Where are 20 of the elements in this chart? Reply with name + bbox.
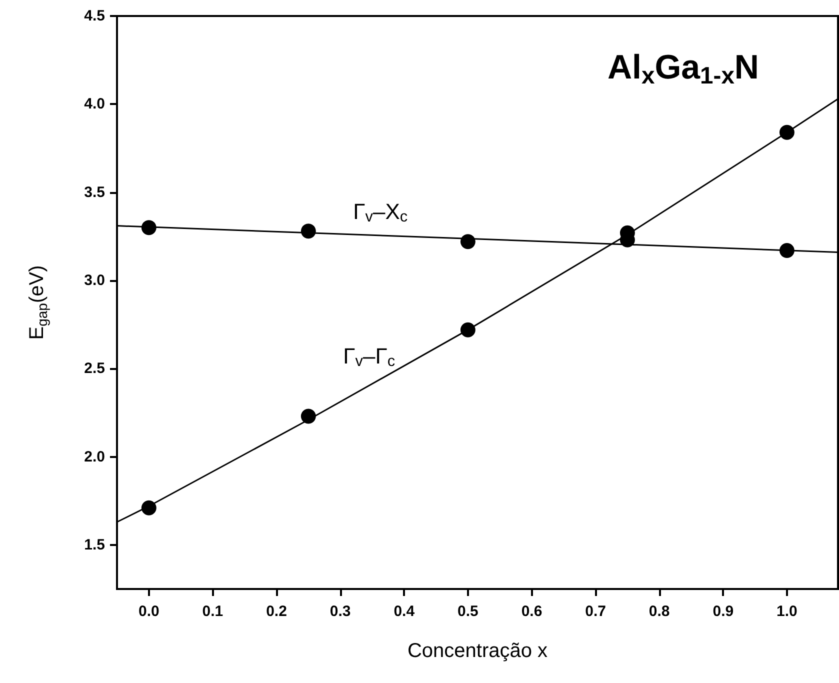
x-tick-label: 0.8 <box>648 603 670 620</box>
x-tick-label: 0.5 <box>458 603 478 620</box>
x-tick-label: 1.0 <box>776 603 798 620</box>
y-axis-title: Egap(eV) <box>26 265 50 340</box>
y-tick-label: 4.5 <box>84 8 105 24</box>
x-tick-label: 0.4 <box>394 603 416 620</box>
x-axis-title: Concentração x <box>407 640 548 662</box>
x-tick-label: 0.6 <box>521 603 542 620</box>
y-tick-label: 3.5 <box>84 184 105 201</box>
y-tick-label: 4.0 <box>84 96 105 113</box>
y-tick-label: 1.5 <box>84 536 105 554</box>
x-tick-label: 0.2 <box>266 603 287 620</box>
x-tick-label: 0.1 <box>202 603 224 620</box>
y-tick-label: 3.0 <box>84 272 105 289</box>
x-tick-label: 0.9 <box>712 603 734 620</box>
x-tick-label: 0.3 <box>330 603 351 620</box>
x-tick-label: 0.0 <box>138 603 160 620</box>
y-tick-label: 2.5 <box>84 360 105 378</box>
x-tick-label: 0.7 <box>585 603 606 620</box>
y-tick-label: 2.0 <box>84 448 105 466</box>
